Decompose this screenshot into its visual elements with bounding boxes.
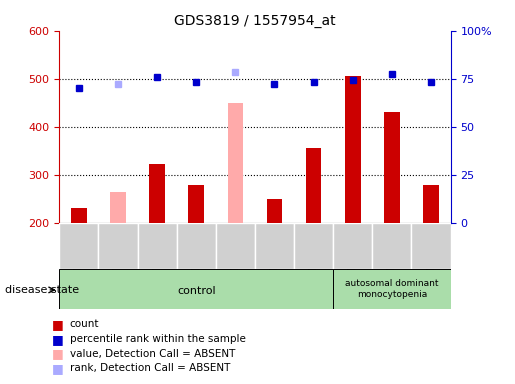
Text: ■: ■ <box>52 362 63 375</box>
Text: count: count <box>70 319 99 329</box>
Bar <box>333 223 372 269</box>
Bar <box>149 164 165 223</box>
Bar <box>294 223 333 269</box>
Bar <box>411 223 451 269</box>
Text: ■: ■ <box>52 333 63 346</box>
Bar <box>228 103 243 223</box>
Bar <box>216 223 255 269</box>
Bar <box>71 208 87 223</box>
Text: rank, Detection Call = ABSENT: rank, Detection Call = ABSENT <box>70 363 230 373</box>
Bar <box>177 223 216 269</box>
Bar <box>267 199 282 223</box>
Bar <box>333 269 451 309</box>
Text: percentile rank within the sample: percentile rank within the sample <box>70 334 246 344</box>
Bar <box>306 148 321 223</box>
Bar <box>59 269 333 309</box>
Bar <box>110 192 126 223</box>
Text: autosomal dominant
monocytopenia: autosomal dominant monocytopenia <box>345 279 439 299</box>
Text: ■: ■ <box>52 347 63 360</box>
Bar <box>188 185 204 223</box>
Bar <box>255 223 294 269</box>
Bar <box>372 223 411 269</box>
Bar <box>138 223 177 269</box>
Text: disease state: disease state <box>5 285 79 295</box>
Bar <box>98 223 138 269</box>
Bar <box>384 113 400 223</box>
Text: value, Detection Call = ABSENT: value, Detection Call = ABSENT <box>70 349 235 359</box>
Title: GDS3819 / 1557954_at: GDS3819 / 1557954_at <box>174 14 336 28</box>
Bar <box>423 185 439 223</box>
Text: ■: ■ <box>52 318 63 331</box>
Bar <box>59 223 98 269</box>
Text: control: control <box>177 286 215 296</box>
Bar <box>345 76 360 223</box>
